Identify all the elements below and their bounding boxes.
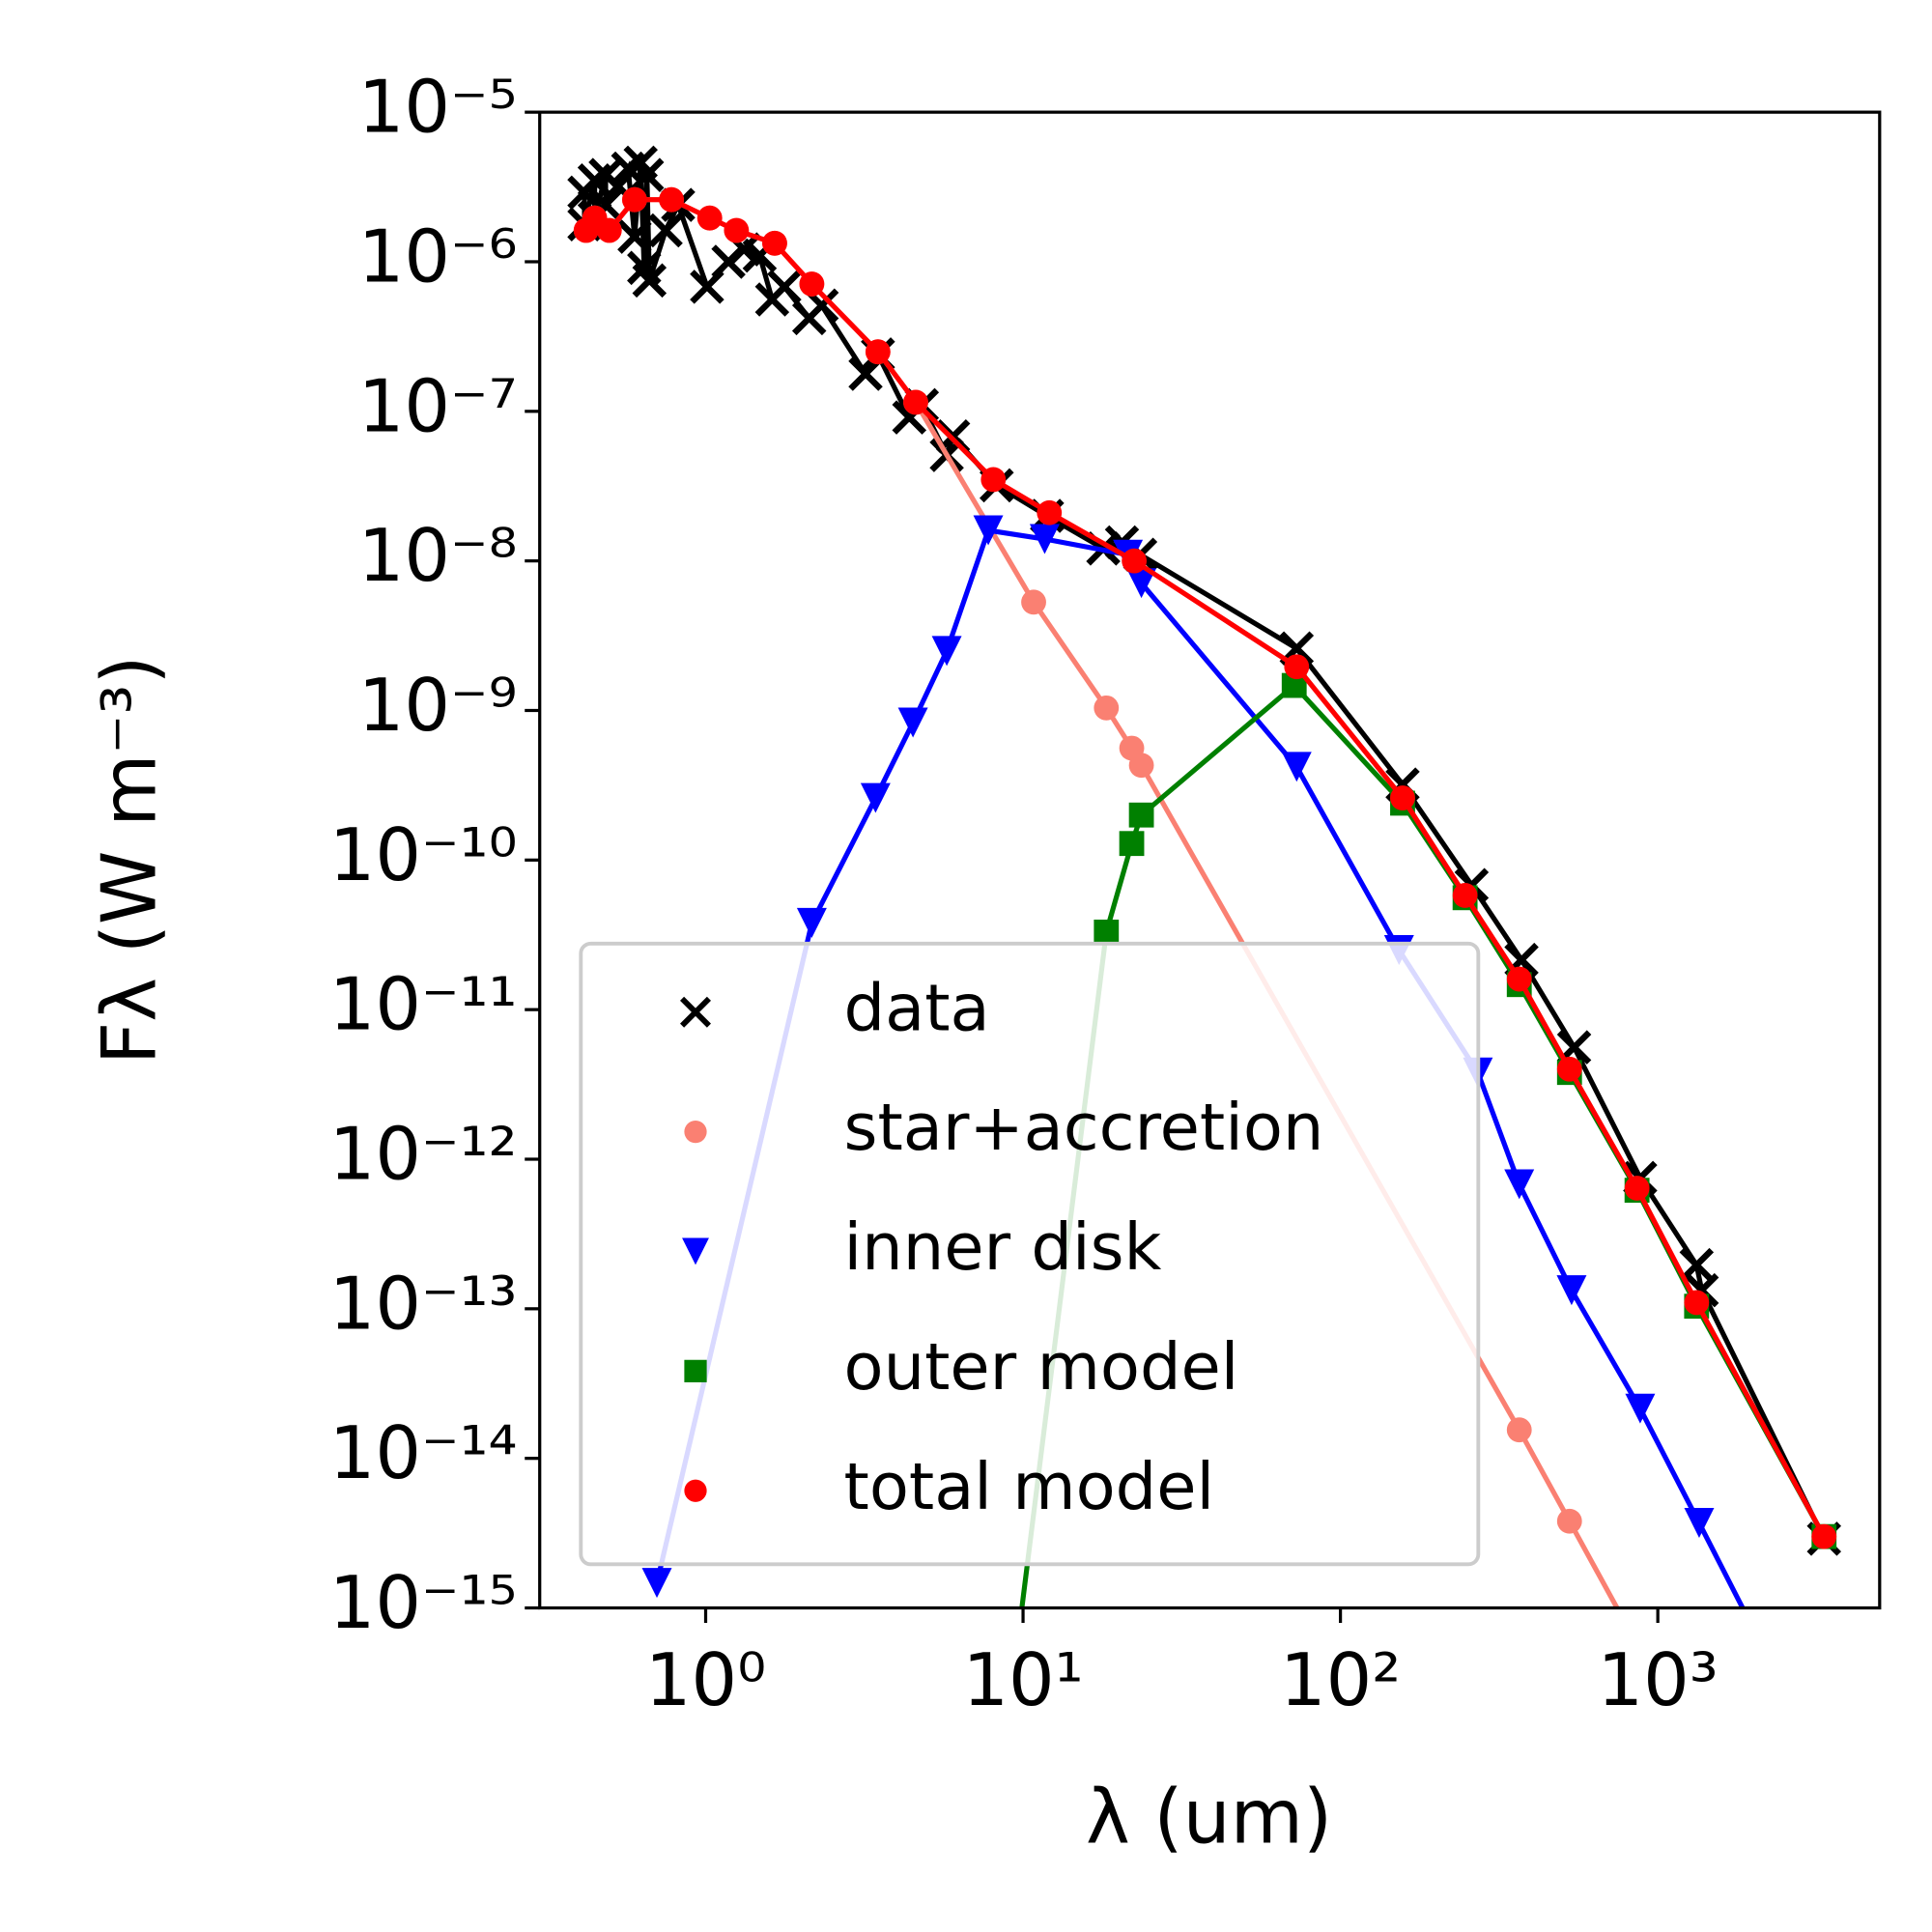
y-tick-label: 10⁻¹⁴ xyxy=(329,1411,518,1495)
circle-marker xyxy=(1037,499,1063,526)
legend-label: inner disk xyxy=(844,1209,1162,1285)
legend-label: total model xyxy=(844,1449,1215,1524)
circle-marker xyxy=(1122,548,1148,574)
legend: data star+accretion inner disk outer model t… xyxy=(579,941,1481,1567)
y-tick-label: 10⁻¹⁵ xyxy=(329,1561,518,1645)
square-marker xyxy=(1119,831,1145,857)
square-marker xyxy=(1094,919,1120,945)
x-tick-label: 10¹ xyxy=(962,1638,1083,1722)
triangle-marker xyxy=(860,782,891,813)
data-marker xyxy=(632,263,668,298)
triangle-marker xyxy=(1281,752,1312,782)
circle-marker xyxy=(1624,1176,1650,1201)
circle-marker xyxy=(1684,1290,1710,1316)
data-marker xyxy=(648,213,683,248)
triangle-marker xyxy=(973,515,1004,546)
circle-marker xyxy=(903,389,928,415)
x-tick-label: 10³ xyxy=(1598,1638,1719,1722)
triangle-marker xyxy=(1684,1508,1715,1539)
circle-marker xyxy=(1506,1417,1532,1443)
y-tick-label: 10⁻¹⁰ xyxy=(329,813,518,897)
triangle-marker xyxy=(931,636,962,667)
circle-marker xyxy=(724,217,750,243)
triangle-marker xyxy=(1556,1275,1587,1306)
y-tick-label: 10⁻⁸ xyxy=(358,514,518,598)
circle-marker xyxy=(621,186,647,213)
circle-marker xyxy=(1284,654,1310,680)
square-marker xyxy=(984,1797,1009,1822)
legend-marker xyxy=(684,1359,707,1382)
legend-label: outer model xyxy=(844,1329,1239,1405)
series-line xyxy=(583,197,1827,1538)
triangle-marker xyxy=(1504,1169,1535,1200)
y-tick-label: 10⁻⁹ xyxy=(358,664,518,748)
circle-marker xyxy=(1390,785,1415,810)
circle-marker xyxy=(1452,883,1478,908)
circle-marker xyxy=(596,217,622,243)
square-marker xyxy=(1128,802,1154,828)
data-marker xyxy=(629,157,665,192)
y-tick-label: 10⁻¹¹ xyxy=(329,963,518,1047)
y-tick-label: 10⁻⁵ xyxy=(358,66,518,150)
circle-marker xyxy=(1811,1523,1837,1549)
y-axis-label: Fλ (W m⁻³) xyxy=(86,655,173,1065)
circle-marker xyxy=(1021,589,1046,615)
circle-marker xyxy=(1684,1741,1709,1766)
legend-marker xyxy=(684,1121,707,1144)
data-marker xyxy=(767,270,802,304)
circle-marker xyxy=(1506,966,1532,992)
triangle-marker xyxy=(1029,524,1060,554)
y-tick-label: 10⁻⁷ xyxy=(358,364,518,448)
triangle-marker xyxy=(641,1568,672,1599)
circle-marker xyxy=(762,230,787,256)
legend-label: data xyxy=(844,970,990,1045)
circle-marker xyxy=(1556,1056,1582,1082)
data-marker xyxy=(1679,1247,1715,1283)
y-tick-label: 10⁻⁶ xyxy=(358,214,518,298)
x-axis-label: λ (um) xyxy=(1086,1774,1332,1861)
triangle-marker xyxy=(897,707,928,738)
circle-marker xyxy=(1128,753,1154,779)
legend-label: star+accretion xyxy=(844,1090,1324,1165)
legend-marker xyxy=(680,996,711,1028)
triangle-marker xyxy=(1126,568,1157,599)
y-tick-label: 10⁻¹² xyxy=(329,1113,518,1197)
plot-area xyxy=(567,145,1841,1822)
circle-marker xyxy=(799,271,825,297)
triangle-marker xyxy=(796,907,827,938)
x-tick-label: 10⁰ xyxy=(645,1638,766,1722)
circle-marker xyxy=(980,467,1007,493)
triangle-marker xyxy=(1809,1752,1839,1782)
triangle-marker xyxy=(1625,1393,1656,1424)
legend-marker xyxy=(684,1479,707,1502)
circle-marker xyxy=(659,186,684,213)
x-tick-label: 10² xyxy=(1280,1638,1401,1722)
circle-marker xyxy=(1094,695,1120,721)
y-tick-label: 10⁻¹³ xyxy=(329,1262,518,1346)
legend-marker xyxy=(682,1237,709,1265)
circle-marker xyxy=(1556,1508,1582,1534)
legend-box xyxy=(579,941,1481,1567)
circle-marker xyxy=(696,205,723,231)
data-marker xyxy=(617,219,652,254)
circle-marker xyxy=(865,339,891,365)
